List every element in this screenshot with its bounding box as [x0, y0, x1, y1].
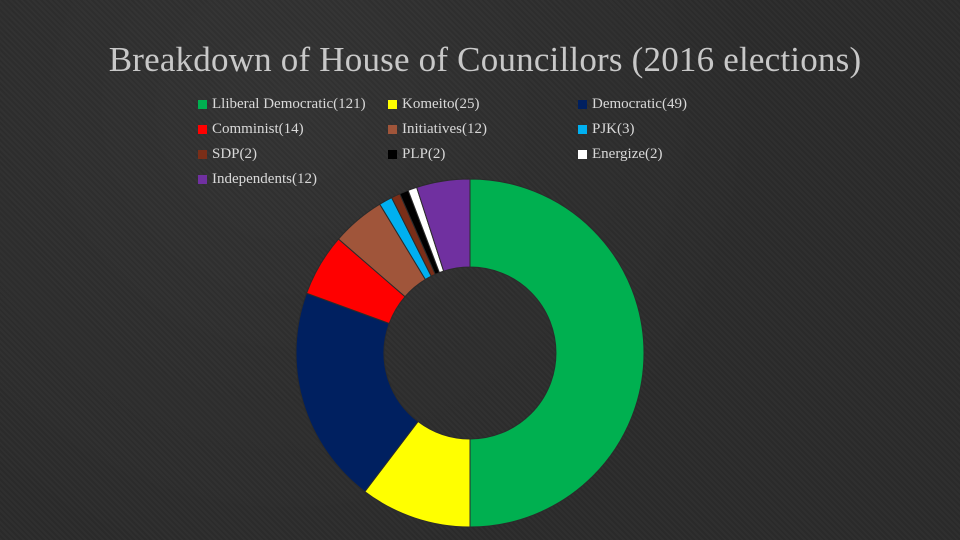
- legend-item: Energize(2): [578, 142, 758, 167]
- legend-item: Initiatives(12): [388, 117, 578, 142]
- legend-label: Energize(2): [592, 146, 663, 162]
- donut-slice: [469, 178, 645, 528]
- donut-slice: [295, 292, 419, 493]
- legend-label: PJK(3): [592, 121, 635, 137]
- legend-swatch: [388, 150, 397, 159]
- legend-label: Democratic(49): [592, 96, 687, 112]
- legend-swatch: [388, 100, 397, 109]
- legend-label: Komeito(25): [402, 96, 480, 112]
- legend-swatch: [198, 175, 207, 184]
- legend-swatch: [578, 150, 587, 159]
- legend-swatch: [578, 125, 587, 134]
- chart-legend: Lliberal Democratic(121) Komeito(25) Democ…: [198, 92, 758, 192]
- chart-title: Breakdown of House of Councillors (2016 …: [108, 40, 862, 79]
- legend-swatch: [198, 150, 207, 159]
- legend-item: Independents(12): [198, 167, 388, 192]
- donut-slice: [416, 178, 471, 272]
- legend-item: Komeito(25): [388, 92, 578, 117]
- legend-item: PLP(2): [388, 142, 578, 167]
- legend-item: SDP(2): [198, 142, 388, 167]
- legend-label: PLP(2): [402, 146, 446, 162]
- legend-swatch: [198, 100, 207, 109]
- legend-label: Independents(12): [212, 171, 317, 187]
- legend-label: SDP(2): [212, 146, 258, 162]
- legend-label: Lliberal Democratic(121): [212, 96, 366, 112]
- legend-item: PJK(3): [578, 117, 758, 142]
- legend-item: Democratic(49): [578, 92, 758, 117]
- legend-label: Initiatives(12): [402, 121, 487, 137]
- legend-swatch: [198, 125, 207, 134]
- legend-swatch: [388, 125, 397, 134]
- legend-item: Lliberal Democratic(121): [198, 92, 388, 117]
- legend-swatch: [578, 100, 587, 109]
- legend-item: Comminist(14): [198, 117, 388, 142]
- legend-label: Comminist(14): [212, 121, 304, 137]
